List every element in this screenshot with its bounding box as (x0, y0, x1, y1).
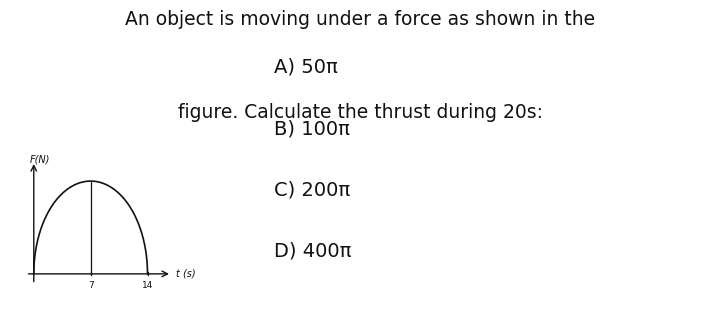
Text: B) 100π: B) 100π (274, 119, 350, 138)
Text: 14: 14 (142, 281, 153, 290)
Text: figure. Calculate the thrust during 20s:: figure. Calculate the thrust during 20s: (178, 103, 542, 122)
Text: A) 50π: A) 50π (274, 58, 338, 77)
Text: D) 400π: D) 400π (274, 242, 351, 260)
Text: t (s): t (s) (176, 269, 196, 279)
Text: An object is moving under a force as shown in the: An object is moving under a force as sho… (125, 10, 595, 29)
Text: F(N): F(N) (30, 155, 50, 165)
Text: 7: 7 (88, 281, 94, 290)
Text: C) 200π: C) 200π (274, 180, 350, 199)
